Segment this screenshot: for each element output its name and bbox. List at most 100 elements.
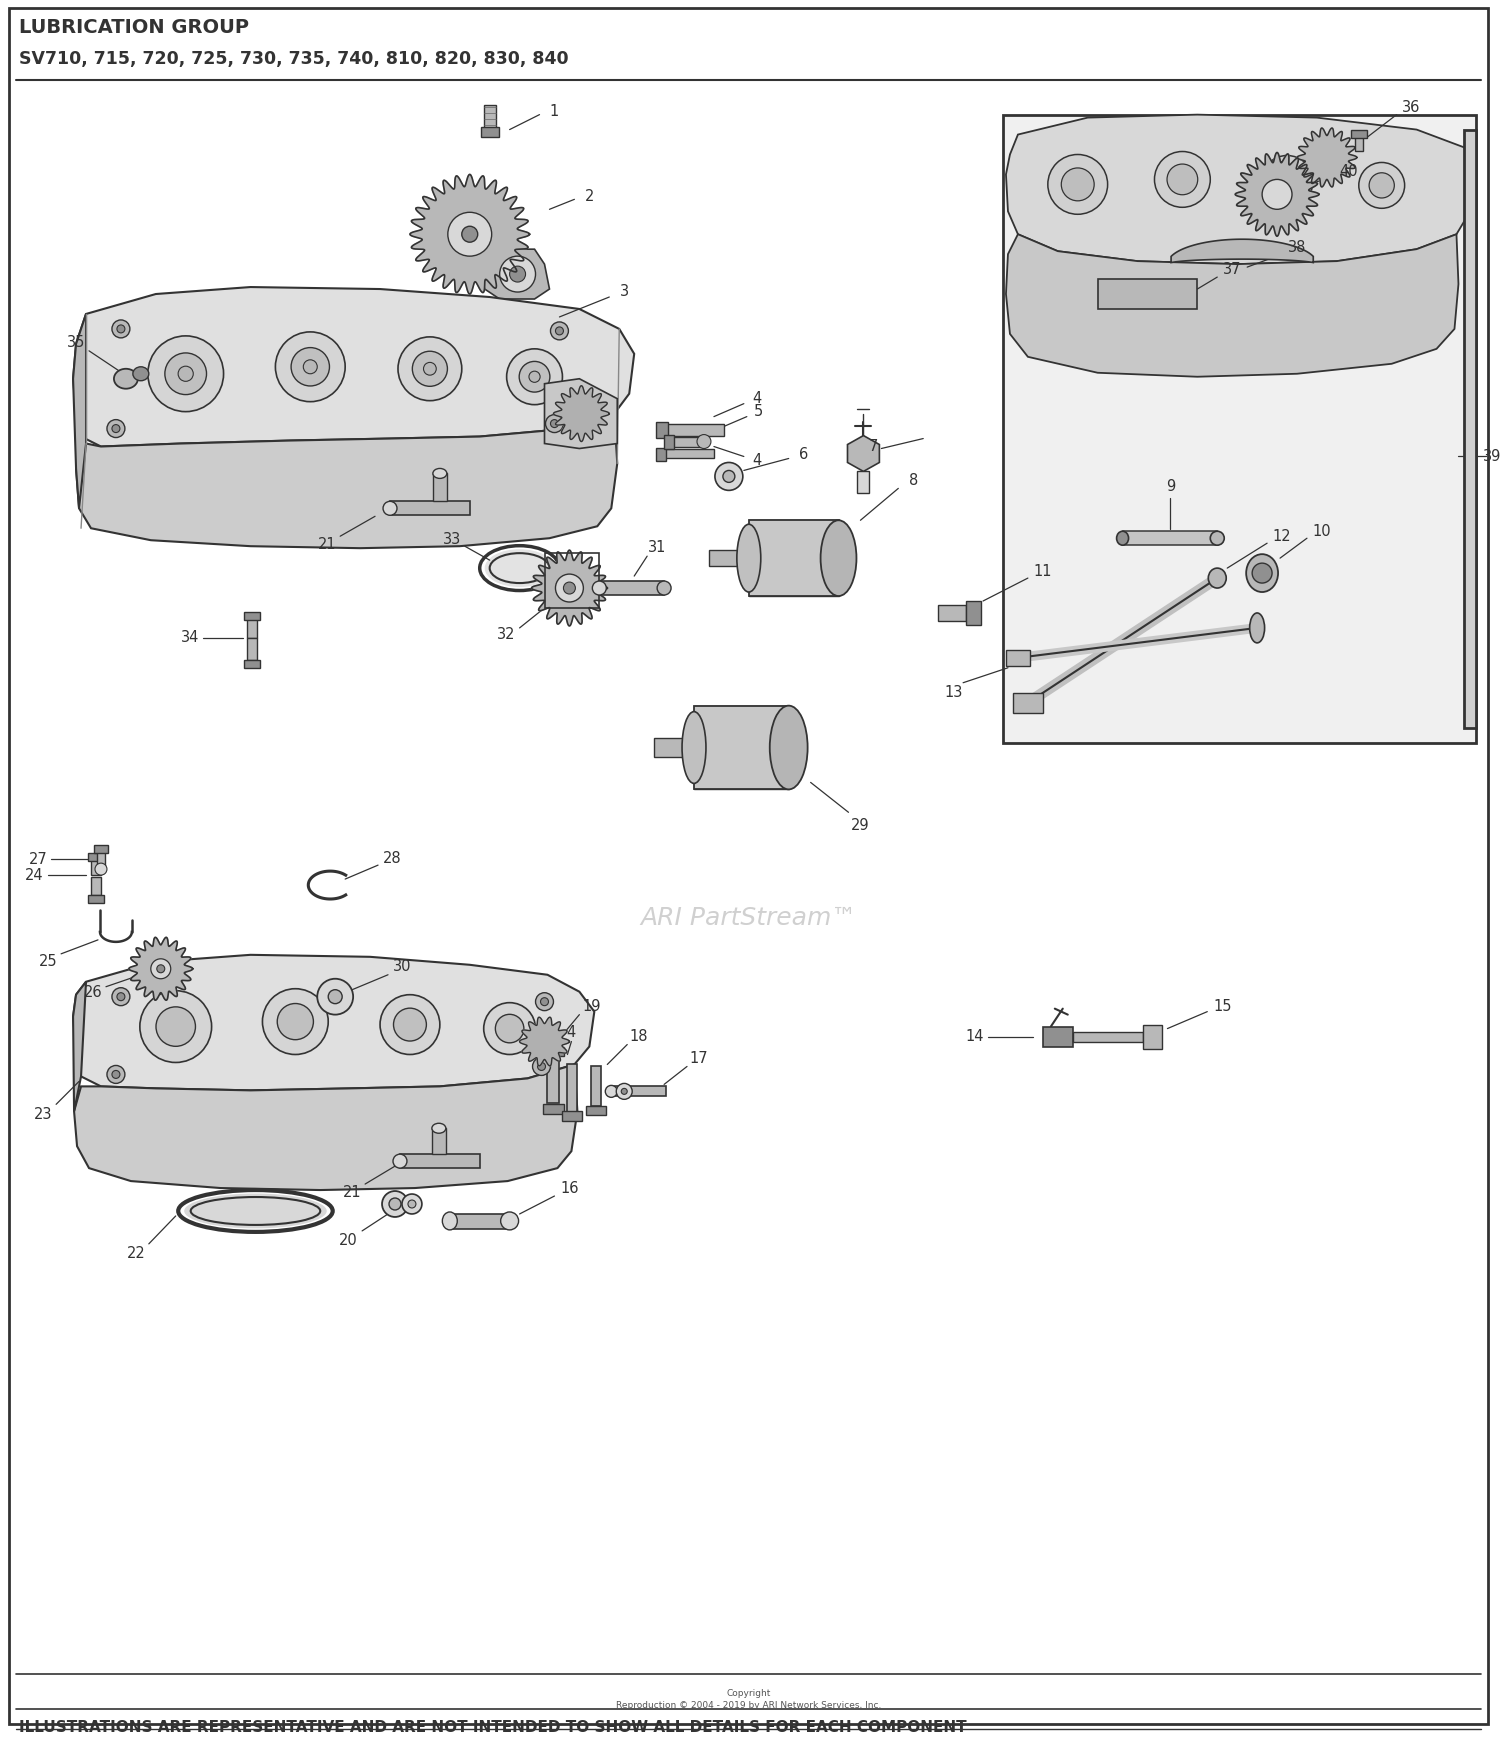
Ellipse shape	[1250, 614, 1264, 643]
Polygon shape	[1007, 115, 1472, 264]
Polygon shape	[847, 436, 879, 471]
Circle shape	[94, 864, 106, 876]
Circle shape	[1167, 163, 1197, 195]
Ellipse shape	[770, 706, 807, 789]
Text: 7: 7	[868, 440, 877, 454]
Bar	[668, 436, 702, 447]
Text: ILLUSTRATIONS ARE REPRESENTATIVE AND ARE NOT INTENDED TO SHOW ALL DETAILS FOR EA: ILLUSTRATIONS ARE REPRESENTATIVE AND ARE…	[20, 1721, 968, 1735]
Bar	[450, 1213, 510, 1229]
Polygon shape	[1172, 240, 1314, 262]
Bar	[548, 1048, 560, 1104]
Text: 29: 29	[850, 819, 870, 833]
Circle shape	[303, 360, 318, 374]
Text: 8: 8	[909, 473, 918, 488]
Bar	[664, 434, 674, 448]
Bar	[480, 127, 498, 137]
Circle shape	[117, 325, 124, 334]
Ellipse shape	[592, 580, 606, 594]
Circle shape	[148, 335, 224, 412]
Text: 32: 32	[498, 627, 516, 643]
Text: 2: 2	[585, 189, 594, 203]
Circle shape	[555, 327, 564, 335]
Text: 4: 4	[567, 1025, 576, 1039]
Circle shape	[519, 362, 550, 393]
Bar	[543, 1104, 564, 1114]
Polygon shape	[74, 315, 86, 507]
Bar	[858, 471, 870, 494]
Text: 19: 19	[582, 999, 600, 1015]
Polygon shape	[76, 414, 618, 547]
Circle shape	[382, 1191, 408, 1217]
Bar	[92, 878, 100, 895]
Text: 18: 18	[630, 1029, 648, 1045]
Ellipse shape	[736, 525, 760, 593]
Text: 37: 37	[1222, 262, 1242, 276]
Text: 11: 11	[1034, 563, 1052, 579]
Circle shape	[495, 1015, 524, 1043]
Bar	[966, 601, 981, 626]
Text: 30: 30	[393, 959, 411, 975]
Circle shape	[1155, 151, 1210, 207]
Text: 13: 13	[944, 685, 963, 700]
Bar	[432, 1128, 445, 1154]
Text: 33: 33	[442, 532, 460, 547]
Ellipse shape	[1209, 568, 1225, 587]
Circle shape	[318, 978, 352, 1015]
Text: 40: 40	[1340, 163, 1358, 179]
Text: 31: 31	[648, 541, 666, 554]
Circle shape	[507, 349, 562, 405]
Ellipse shape	[382, 501, 398, 514]
Text: 14: 14	[966, 1029, 984, 1045]
Bar	[656, 422, 668, 438]
Ellipse shape	[657, 580, 670, 594]
Bar	[938, 605, 966, 620]
Ellipse shape	[184, 1194, 327, 1229]
Bar	[433, 473, 447, 501]
Bar	[244, 660, 261, 667]
Text: SV710, 715, 720, 725, 730, 735, 740, 810, 820, 830, 840: SV710, 715, 720, 725, 730, 735, 740, 810…	[20, 50, 568, 68]
Polygon shape	[74, 287, 634, 447]
Polygon shape	[74, 954, 594, 1090]
Ellipse shape	[1210, 532, 1224, 546]
Circle shape	[550, 322, 568, 341]
Polygon shape	[480, 249, 549, 299]
Bar	[1354, 132, 1364, 151]
Circle shape	[510, 266, 525, 282]
Text: 17: 17	[690, 1051, 708, 1065]
Text: 4: 4	[752, 454, 762, 468]
Text: 15: 15	[1214, 999, 1231, 1015]
Bar	[92, 857, 100, 876]
Text: 27: 27	[28, 852, 48, 867]
Bar	[483, 104, 495, 132]
Circle shape	[402, 1194, 422, 1213]
Circle shape	[448, 212, 492, 255]
Circle shape	[112, 1071, 120, 1078]
Polygon shape	[1234, 153, 1318, 236]
Bar	[1007, 650, 1031, 666]
Circle shape	[106, 1065, 124, 1083]
Text: 12: 12	[1272, 528, 1292, 544]
Circle shape	[140, 991, 212, 1062]
Bar	[543, 1046, 564, 1057]
Bar	[591, 1067, 602, 1107]
Polygon shape	[554, 386, 609, 441]
Polygon shape	[519, 1017, 570, 1065]
Ellipse shape	[1116, 532, 1128, 546]
Circle shape	[536, 992, 554, 1010]
Text: 34: 34	[180, 631, 200, 645]
Polygon shape	[1007, 235, 1458, 377]
Bar	[400, 1154, 480, 1168]
Bar	[710, 551, 752, 567]
Bar	[586, 1107, 606, 1116]
Circle shape	[723, 471, 735, 483]
Circle shape	[1252, 563, 1272, 582]
Bar	[1143, 1025, 1162, 1048]
Bar	[567, 1064, 578, 1112]
Ellipse shape	[1246, 554, 1278, 593]
Bar	[600, 580, 664, 594]
Circle shape	[276, 332, 345, 401]
Text: 26: 26	[84, 985, 102, 999]
Bar	[694, 706, 789, 789]
Polygon shape	[74, 1064, 578, 1191]
Circle shape	[398, 337, 462, 401]
